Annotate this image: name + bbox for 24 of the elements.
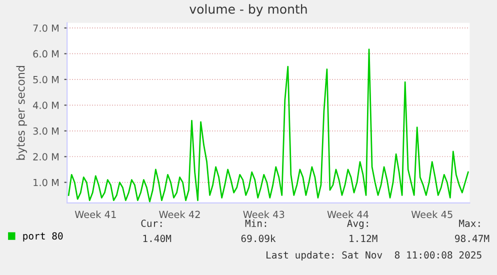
x-tick-label: Week 44 — [327, 210, 368, 218]
x-tick-label: Week 42 — [159, 210, 200, 218]
y-tick-label: 2.0 M — [33, 153, 59, 160]
text: 69.09k — [241, 234, 276, 242]
text: Last update: Sat Nov 8 11:00:08 2025 — [266, 251, 482, 261]
text: Min: — [245, 219, 266, 227]
text: Avg: — [347, 220, 368, 229]
y-tick-label: 4.0 M — [32, 102, 59, 109]
y-tick-label: 6.0 M — [33, 50, 59, 58]
y-axis-title: bytes per second — [16, 66, 27, 160]
chart-title: volume - by month — [190, 4, 307, 16]
text: 1.40M — [143, 234, 172, 242]
x-tick-label: Week 45 — [411, 210, 452, 218]
y-tick-label: 7.0 M — [33, 24, 59, 32]
y-tick-label: 5.0 M — [33, 76, 59, 84]
text: 98.47M — [455, 234, 490, 242]
legend-label: port 80 — [23, 232, 63, 242]
x-tick-label: Week 41 — [74, 210, 116, 218]
text: 1.12M — [350, 234, 378, 242]
y-tick-label: 3.0 M — [33, 127, 59, 135]
text: Max: — [459, 220, 480, 228]
x-tick-label: Week 43 — [243, 210, 284, 218]
y-tick-label: 1.0 M — [34, 178, 59, 186]
text: Cur: — [141, 220, 162, 228]
